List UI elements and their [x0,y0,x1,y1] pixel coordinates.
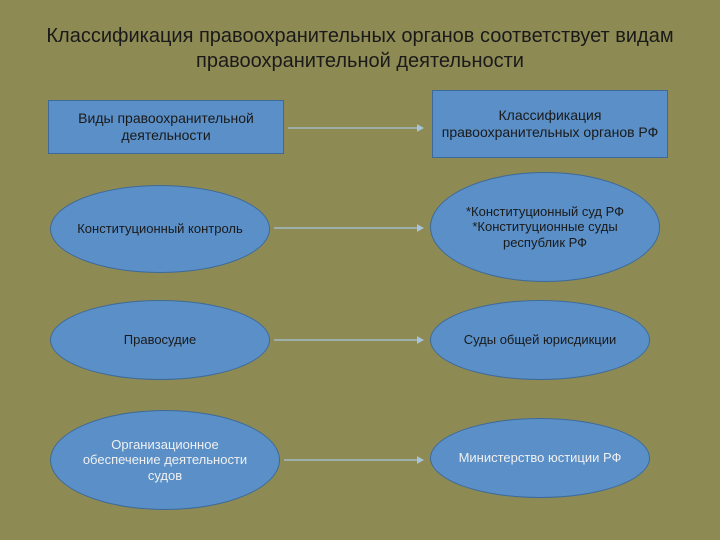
ellipse-ministry-justice: Министерство юстиции РФ [430,418,650,498]
ellipse-org-support: Организационное обеспечение деятельности… [50,410,280,510]
ellipse-r3-label: Министерство юстиции РФ [459,450,622,466]
header-right-label: Классификация правоохранительных органов… [441,107,659,141]
header-right-classification: Классификация правоохранительных органов… [432,90,668,158]
ellipse-l3-label: Организационное обеспечение деятельности… [73,437,257,484]
diagram-title: Классификация правоохранительных органов… [0,24,720,74]
ellipse-r2-label: Суды общей юрисдикции [464,332,617,348]
header-left-label: Виды правоохранительной деятельности [57,110,275,144]
ellipse-constitutional-courts: *Конституционный суд РФ*Конституционные … [430,172,660,282]
ellipse-constitutional-control: Конституционный контроль [50,185,270,273]
ellipse-general-courts: Суды общей юрисдикции [430,300,650,380]
ellipse-l2-label: Правосудие [124,332,196,348]
header-left-activity-types: Виды правоохранительной деятельности [48,100,284,154]
ellipse-justice: Правосудие [50,300,270,380]
ellipse-l1-label: Конституционный контроль [77,221,243,237]
ellipse-r1-label: *Конституционный суд РФ*Конституционные … [453,204,637,251]
